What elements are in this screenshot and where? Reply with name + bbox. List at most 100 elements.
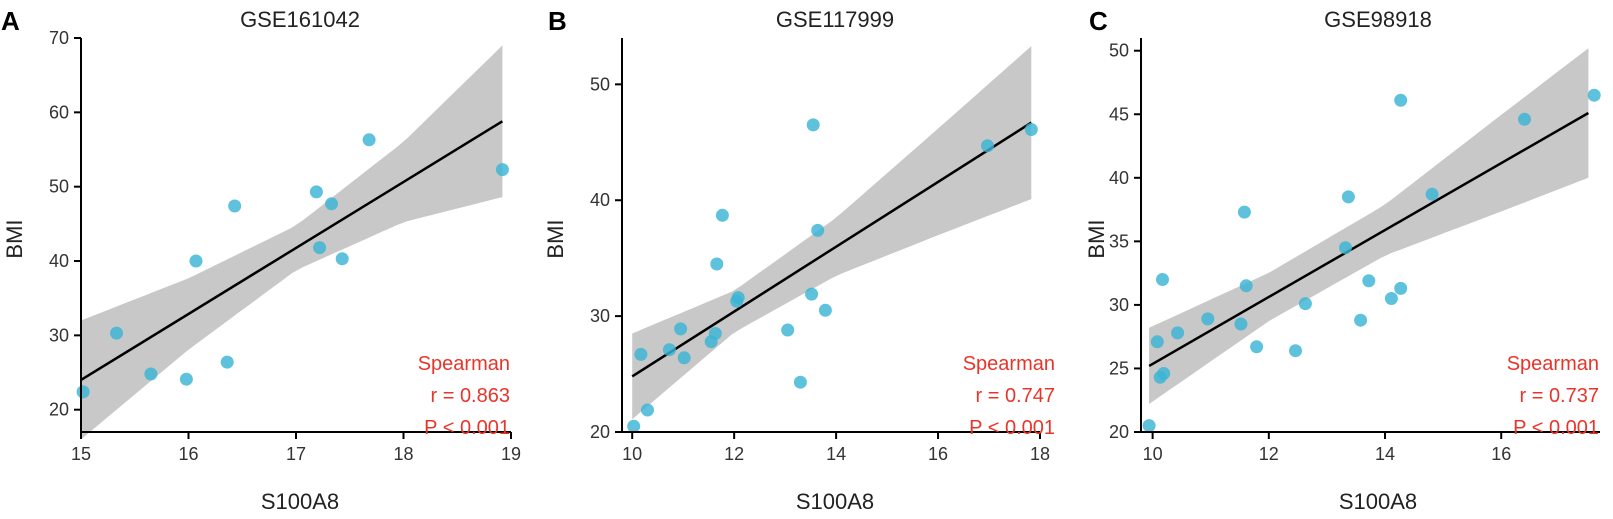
data-point-c-1 bbox=[1142, 419, 1156, 433]
stat-method-a: Spearman bbox=[418, 353, 510, 375]
plot-area-c: 10 12 14 16 20 25 30 35 40 45 50 bbox=[1109, 38, 1601, 464]
y-axis-label-c: BMI bbox=[1084, 219, 1109, 258]
x-tick-label-c-14: 14 bbox=[1375, 444, 1395, 464]
stat-p-c: P < 0.001 bbox=[1513, 417, 1599, 439]
x-tick-label-c-10: 10 bbox=[1143, 444, 1163, 464]
data-point-a-9 bbox=[313, 241, 327, 255]
data-point-c-16 bbox=[1354, 313, 1368, 327]
data-point-c-5 bbox=[1156, 273, 1169, 286]
data-point-b-2 bbox=[634, 347, 648, 361]
x-tick-label-c-16: 16 bbox=[1491, 444, 1511, 464]
x-tick-label-a-15: 15 bbox=[71, 444, 91, 464]
x-tick-label-b-16: 16 bbox=[928, 444, 948, 464]
y-tick-label-a-40: 40 bbox=[49, 251, 69, 271]
data-point-a-4 bbox=[179, 372, 193, 386]
x-axis-label-b: S100A8 bbox=[796, 489, 874, 514]
data-point-c-18 bbox=[1384, 292, 1398, 305]
x-tick-label-b-14: 14 bbox=[826, 444, 846, 464]
data-point-b-3 bbox=[641, 403, 654, 417]
y-tick-label-c-40: 40 bbox=[1109, 168, 1129, 188]
confidence-band-a bbox=[81, 45, 503, 440]
data-point-c-15 bbox=[1341, 190, 1355, 204]
data-point-a-1 bbox=[76, 385, 90, 399]
data-point-b-17 bbox=[811, 223, 825, 237]
data-point-a-8 bbox=[309, 185, 323, 199]
regression-line-c bbox=[1148, 111, 1590, 367]
data-point-c-20 bbox=[1394, 281, 1408, 295]
regression-line-a bbox=[80, 120, 504, 382]
data-point-c-9 bbox=[1237, 205, 1251, 219]
x-axis-label-a: S100A8 bbox=[261, 489, 339, 514]
panel-letter-c: C bbox=[1089, 6, 1108, 36]
panel-letter-a: A bbox=[1, 6, 20, 36]
data-point-c-14 bbox=[1339, 241, 1352, 255]
chart-title-c: GSE98918 bbox=[1324, 7, 1432, 32]
stat-method-c: Spearman bbox=[1507, 353, 1599, 375]
y-tick-label-c-30: 30 bbox=[1109, 295, 1129, 315]
data-point-c-11 bbox=[1250, 340, 1264, 354]
panel-a: A GSE161042 15 16 17 18 19 20 30 40 50 60 70 S100A… bbox=[1, 6, 521, 514]
data-point-c-4 bbox=[1157, 367, 1171, 380]
data-point-b-6 bbox=[677, 351, 691, 365]
data-point-a-13 bbox=[495, 163, 509, 177]
stat-r-b: r = 0.747 bbox=[975, 385, 1055, 407]
data-point-c-2 bbox=[1150, 335, 1164, 349]
panel-b: B GSE117999 10 12 14 16 18 20 30 40 50 S100A8 BM… bbox=[543, 6, 1055, 514]
y-axis-label-b: BMI bbox=[543, 219, 568, 258]
panel-letter-b: B bbox=[548, 6, 567, 36]
data-point-b-16 bbox=[806, 118, 820, 132]
y-tick-label-a-20: 20 bbox=[49, 400, 69, 420]
y-tick-label-b-20: 20 bbox=[590, 422, 610, 442]
x-tick-label-a-17: 17 bbox=[286, 444, 306, 464]
data-point-c-23 bbox=[1587, 88, 1601, 102]
data-point-b-12 bbox=[731, 291, 745, 305]
data-point-c-8 bbox=[1234, 317, 1248, 331]
regression-line-b bbox=[631, 121, 1033, 378]
data-point-b-19 bbox=[981, 139, 994, 153]
x-tick-label-a-19: 19 bbox=[501, 444, 521, 464]
y-tick-label-a-70: 70 bbox=[49, 28, 69, 48]
data-point-b-20 bbox=[1024, 123, 1038, 136]
data-point-a-5 bbox=[189, 254, 203, 268]
y-tick-label-c-20: 20 bbox=[1109, 422, 1129, 442]
x-tick-label-a-18: 18 bbox=[393, 444, 413, 464]
plot-area-b: 10 12 14 16 18 20 30 40 50 bbox=[590, 38, 1050, 464]
data-point-c-10 bbox=[1239, 279, 1253, 293]
data-point-c-6 bbox=[1171, 326, 1185, 340]
x-tick-label-b-10: 10 bbox=[622, 444, 642, 464]
x-tick-label-b-12: 12 bbox=[724, 444, 744, 464]
x-tick-label-a-16: 16 bbox=[178, 444, 198, 464]
stat-p-a: P < 0.001 bbox=[424, 417, 510, 439]
data-point-a-7 bbox=[228, 199, 242, 213]
x-axis-label-c: S100A8 bbox=[1339, 489, 1417, 514]
y-tick-label-c-45: 45 bbox=[1109, 104, 1129, 124]
y-tick-label-c-50: 50 bbox=[1109, 41, 1129, 61]
stat-r-a: r = 0.863 bbox=[430, 385, 510, 407]
y-axis-label-a: BMI bbox=[2, 219, 27, 258]
data-point-c-7 bbox=[1201, 312, 1215, 326]
y-tick-label-b-50: 50 bbox=[590, 74, 610, 94]
data-point-c-22 bbox=[1518, 112, 1531, 126]
data-point-a-3 bbox=[144, 367, 158, 381]
data-point-b-15 bbox=[805, 287, 819, 301]
data-point-a-11 bbox=[335, 252, 349, 266]
chart-title-b: GSE117999 bbox=[776, 7, 894, 32]
data-point-b-8 bbox=[708, 327, 722, 340]
data-point-c-21 bbox=[1425, 187, 1439, 201]
data-point-b-14 bbox=[793, 375, 807, 389]
data-point-c-17 bbox=[1362, 274, 1376, 288]
data-point-c-12 bbox=[1289, 344, 1302, 358]
y-tick-label-a-60: 60 bbox=[49, 102, 69, 122]
chart-title-a: GSE161042 bbox=[240, 7, 360, 32]
x-tick-label-b-18: 18 bbox=[1030, 444, 1050, 464]
data-point-b-1 bbox=[627, 419, 641, 433]
panel-c: C GSE98918 10 12 14 16 20 25 30 35 40 45 50 S100A8… bbox=[1084, 6, 1601, 514]
data-point-b-18 bbox=[818, 303, 832, 317]
y-tick-label-a-30: 30 bbox=[49, 325, 69, 345]
data-point-a-2 bbox=[110, 326, 123, 340]
y-tick-label-b-40: 40 bbox=[590, 190, 610, 210]
data-point-b-10 bbox=[715, 208, 729, 222]
stat-method-b: Spearman bbox=[963, 353, 1055, 375]
stat-r-c: r = 0.737 bbox=[1519, 385, 1599, 407]
